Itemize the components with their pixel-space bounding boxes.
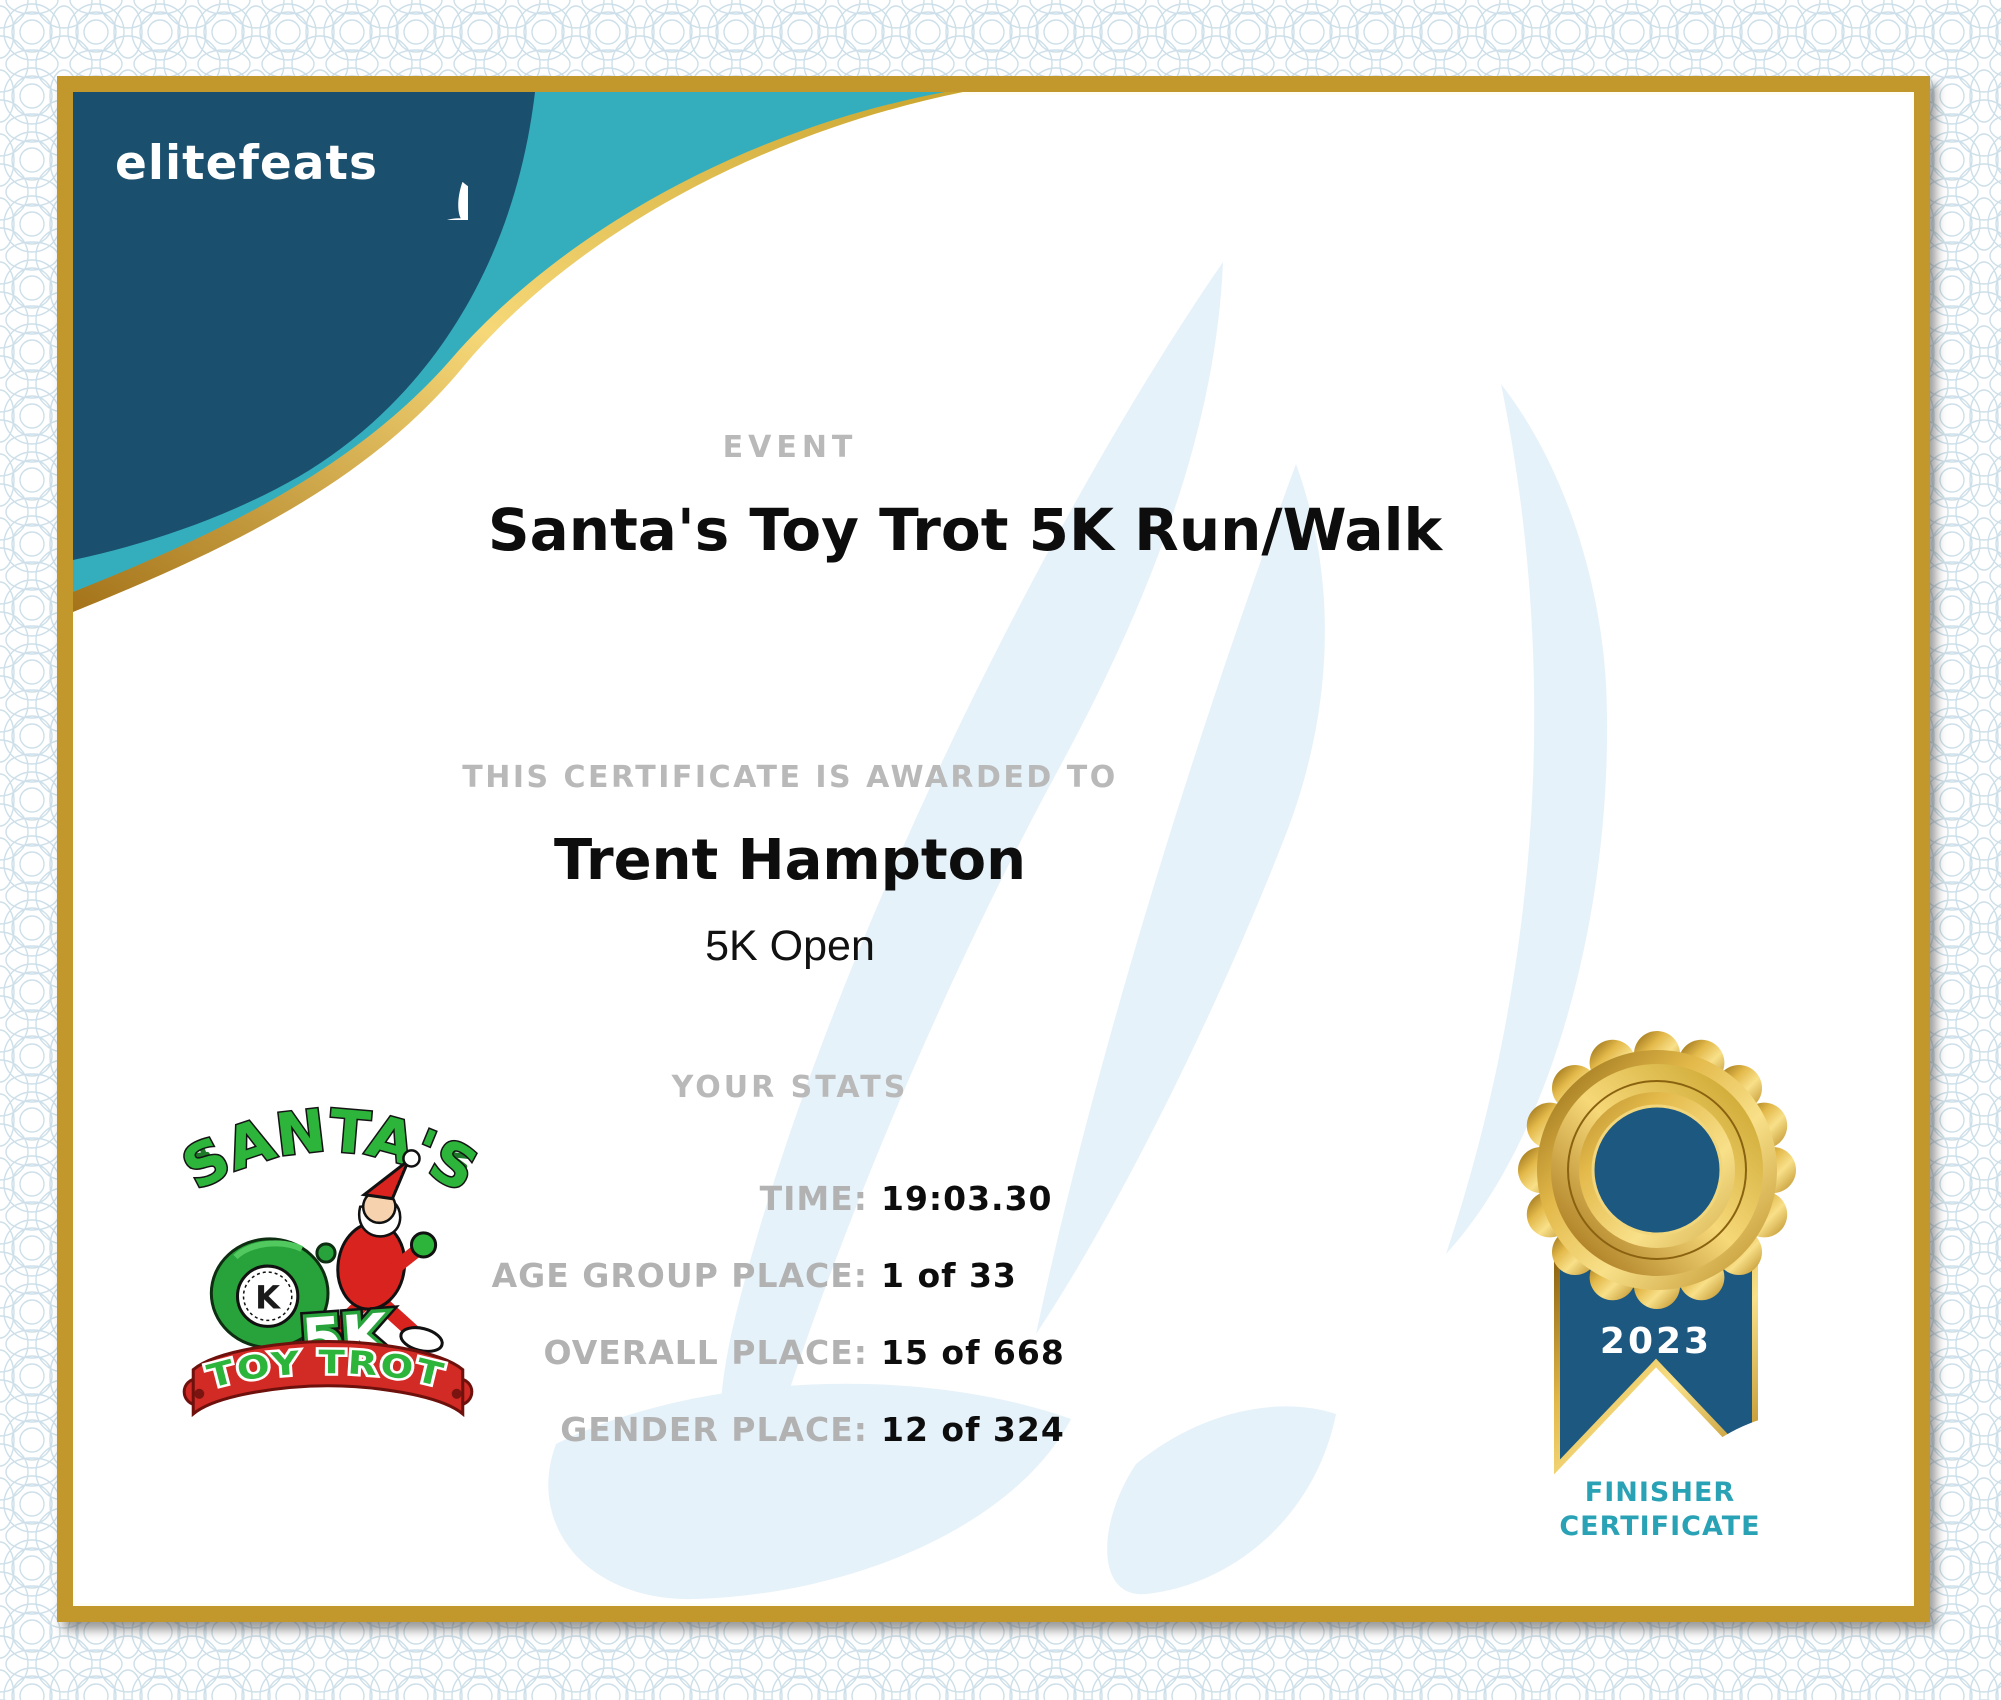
kiwanis-k: K [255, 1278, 281, 1316]
santas-toy-trot-logo: SANTA'S K [173, 1095, 483, 1418]
certificate-line: CERTIFICATE [1559, 1511, 1761, 1542]
stat-value: 1 of 33 [881, 1256, 1017, 1295]
medal-year: 2023 [1600, 1321, 1712, 1362]
division-name: 5K Open [705, 922, 875, 970]
header-decoration [73, 92, 963, 612]
sack-highlight [233, 1240, 304, 1260]
elitefeats-logo: elitefeats [115, 136, 378, 191]
stat-value: 19:03.30 [881, 1179, 1053, 1218]
santa-figure [303, 1149, 444, 1362]
medal-center [1591, 1104, 1723, 1236]
recipient-name: Trent Hampton [554, 828, 1026, 893]
event-label: EVENT [722, 430, 858, 465]
finisher-certificate-label: FINISHER CERTIFICATE [1495, 1476, 1825, 1544]
toy-trot-ribbon [182, 1339, 474, 1418]
header-navy-curve [73, 92, 535, 560]
certificate-body: elitefeats EVENT Santa's Toy Trot 5K Run… [73, 92, 1914, 1606]
finisher-line: FINISHER [1584, 1477, 1736, 1508]
elitefeats-wordmark: elitefeats [115, 136, 378, 191]
sack-knot [315, 1242, 337, 1264]
stat-value: 12 of 324 [881, 1410, 1065, 1449]
awarded-to-label: THIS CERTIFICATE IS AWARDED TO [462, 760, 1118, 795]
elitefeats-winged-foot-icon [368, 120, 468, 220]
kiwanis-badge [235, 1264, 300, 1328]
stat-value: 15 of 668 [881, 1333, 1065, 1372]
santas-arc-text: SANTA'S [173, 1096, 483, 1205]
finisher-medal: 2023 [1518, 1031, 1825, 1480]
pine-sprigs [184, 1143, 472, 1170]
toy-trot-text: TOY TROT [203, 1343, 449, 1396]
event-name: Santa's Toy Trot 5K Run/Walk [487, 496, 1443, 564]
